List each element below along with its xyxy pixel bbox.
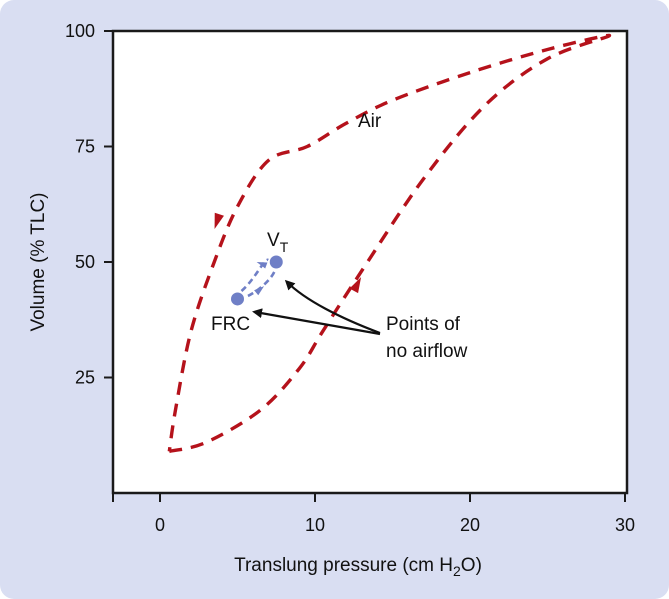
air-label: Air (358, 111, 382, 132)
arrow-to-vt (284, 279, 381, 335)
x-tick-label-0: 0 (155, 515, 165, 535)
y-axis-title: Volume (% TLC) (28, 192, 49, 331)
y-tick-label-50: 50 (75, 252, 95, 272)
plot-area (111, 29, 629, 495)
inflation-arrow (349, 277, 362, 294)
axis-ticks: 0 10 20 30 25 50 75 100 (65, 21, 635, 535)
tidal-arrow-right (254, 286, 265, 296)
arrow-to-frc (252, 308, 381, 336)
tidal-arrow-left (256, 261, 268, 269)
tidal-inspiration-curve (240, 258, 269, 292)
y-tick-label-75: 75 (75, 137, 95, 157)
vt-point (269, 255, 283, 269)
frc-point (231, 292, 244, 306)
x-tick-label-20: 20 (460, 515, 480, 535)
points-of-label: Points of (386, 314, 461, 335)
x-tick-label-30: 30 (615, 515, 635, 535)
frc-label: FRC (211, 314, 250, 335)
air-loop-curve (167, 33, 612, 454)
y-tick-label-100: 100 (65, 21, 95, 41)
y-tick-label-25: 25 (75, 368, 95, 388)
vt-label: VT (267, 230, 289, 255)
markers (231, 255, 283, 306)
x-tick-label-10: 10 (305, 515, 325, 535)
deflation-arrow (214, 212, 224, 229)
x-axis-title: Translung pressure (cm H2O) (234, 555, 482, 579)
curves (167, 33, 612, 454)
no-airflow-label: no airflow (386, 341, 468, 362)
